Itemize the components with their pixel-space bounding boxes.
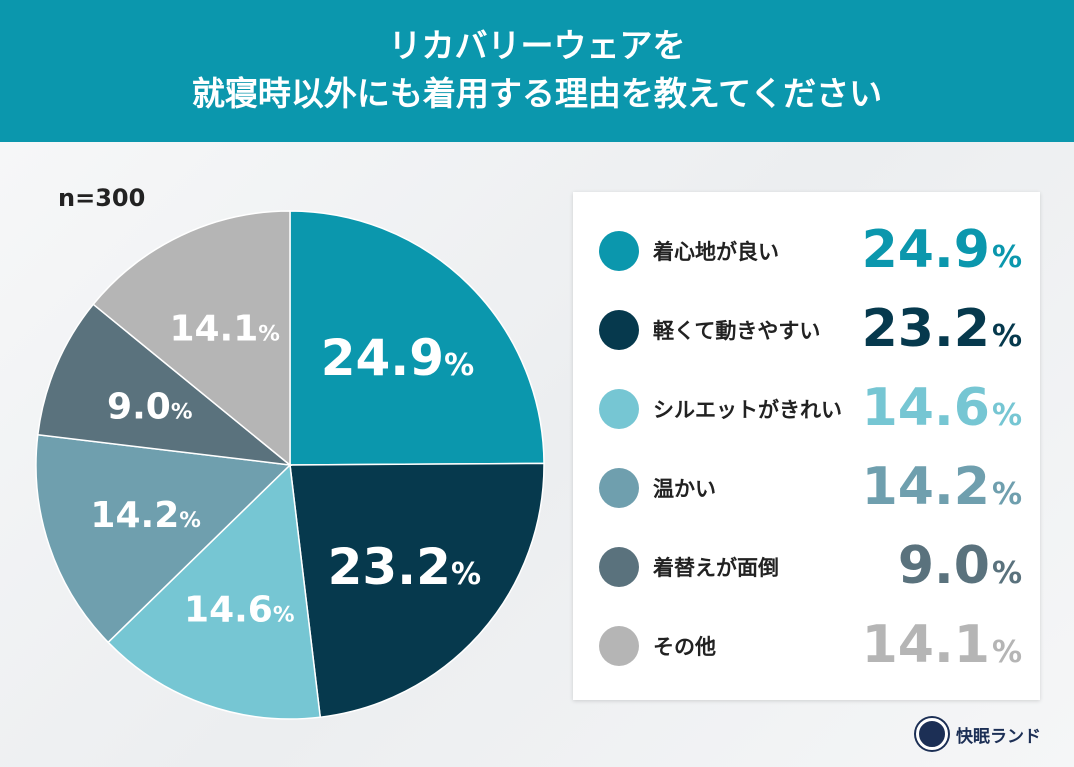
title-line-1: リカバリーウェアを [388,26,686,65]
legend-swatch [599,389,639,429]
logo-icon [916,718,948,750]
legend-item: 軽くて動きやすい 23.2% [573,299,1040,359]
legend-item: 着替えが面倒 9.0% [573,536,1040,596]
title-line-2: 就寝時以外にも着用する理由を教えてください [191,74,883,113]
logo: 快眠ランド [916,718,1041,750]
legend-value: 23.2% [861,299,1022,359]
legend-label: 温かい [653,477,716,501]
slice-label: 9.0% [107,386,192,427]
legend-label: シルエットがきれい [653,398,842,422]
legend-value: 14.2% [861,457,1022,517]
legend-item: 着心地が良い 24.9% [573,220,1040,280]
legend-label: 着心地が良い [653,240,779,264]
legend-value: 14.6% [861,378,1022,438]
legend-label: 軽くて動きやすい [653,319,821,343]
legend-label: その他 [653,635,716,659]
pie-slice [92,210,291,467]
sample-size: n=300 [58,184,146,212]
legend-swatch [599,468,639,508]
legend-item: シルエットがきれい 14.6% [573,378,1040,438]
legend-value: 9.0% [897,536,1022,596]
slice-label: 14.2% [90,495,200,536]
legend-label: 着替えが面倒 [653,556,779,580]
slice-label: 14.6% [184,590,294,631]
pie-slice [36,303,293,467]
legend-item: 温かい 14.2% [573,457,1040,517]
legend-value: 14.1% [861,615,1022,675]
slice-label: 24.9% [321,329,474,387]
legend-swatch [599,547,639,587]
pie-slice [289,462,545,719]
logo-text: 快眠ランド [956,726,1041,747]
pie-slice [35,433,292,644]
slice-label: 14.1% [169,308,279,349]
legend-item: その他 14.1% [573,615,1040,675]
legend: 着心地が良い 24.9% 軽くて動きやすい 23.2% シルエットがきれい 14.6% 温か… [573,192,1040,700]
legend-value: 24.9% [861,220,1022,280]
slice-label: 23.2% [328,538,481,596]
legend-swatch [599,310,639,350]
header: リカバリーウェアを 就寝時以外にも着用する理由を教えてください [0,0,1074,142]
legend-swatch [599,626,639,666]
pie-slice [107,463,322,720]
pie-slice [289,210,545,466]
legend-swatch [599,231,639,271]
pie-chart: 24.9% 23.2% 14.6% 14.2% 9.0% 14.1% [35,210,545,720]
